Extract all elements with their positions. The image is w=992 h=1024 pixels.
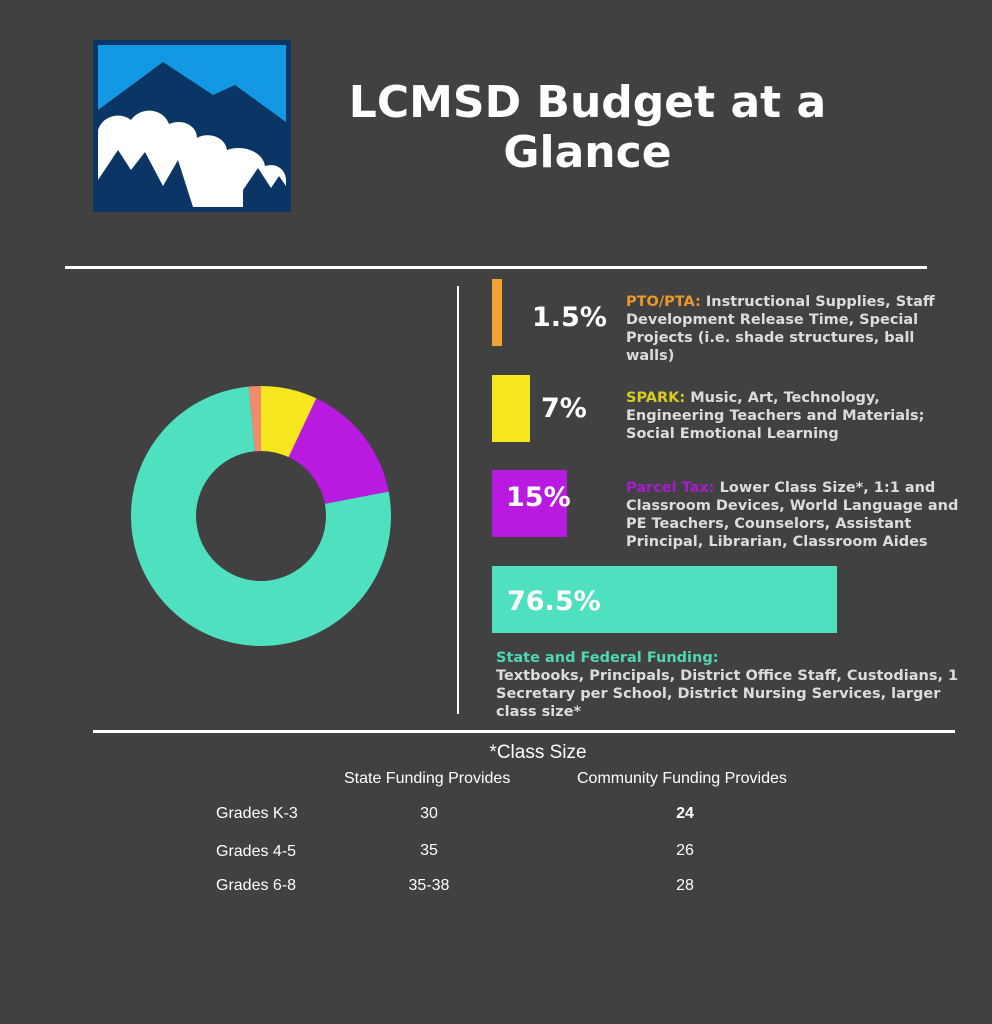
mountain-cloud-logo-icon xyxy=(93,40,291,212)
legend-pto: PTO/PTA: Instructional Supplies, Staff D… xyxy=(626,293,966,365)
row-state-45: 35 xyxy=(420,842,438,859)
slice-parcel-tax xyxy=(288,398,389,504)
row-grade-k3: Grades K-3 xyxy=(216,805,298,822)
value-label-parcel-tax: 15% xyxy=(506,482,571,513)
legend-parcel-tax: Parcel Tax: Lower Class Size*, 1:1 and C… xyxy=(626,479,961,551)
row-community-45: 26 xyxy=(676,842,694,859)
row-community-68: 28 xyxy=(676,877,694,894)
bottom-divider xyxy=(93,730,955,733)
class-size-title: *Class Size xyxy=(489,742,587,763)
bar-pto xyxy=(492,279,502,346)
row-state-k3: 30 xyxy=(420,805,438,822)
column-header-community: Community Funding Provides xyxy=(577,770,787,787)
legend-spark: SPARK: Music, Art, Technology, Engineeri… xyxy=(626,389,971,443)
column-header-state: State Funding Provides xyxy=(344,770,511,787)
bar-state-federal xyxy=(492,566,837,633)
row-community-k3: 24 xyxy=(676,805,694,822)
value-label-spark: 7% xyxy=(541,393,587,424)
row-grade-68: Grades 6-8 xyxy=(216,877,297,894)
bar-parcel-tax xyxy=(492,470,567,537)
legend-text-spark: Music, Art, Technology, Engineering Teac… xyxy=(626,390,925,442)
slice-spark xyxy=(261,386,317,458)
row-state-68: 35-38 xyxy=(408,877,450,894)
legend-label-parcel-tax: Parcel Tax: xyxy=(626,480,715,496)
row-grade-45: Grades 4-5 xyxy=(216,843,297,860)
value-label-state-federal: 76.5% xyxy=(507,586,601,617)
legend-text-pto: Instructional Supplies, Staff Developmen… xyxy=(626,294,935,364)
vertical-divider xyxy=(457,286,459,714)
slice-pto xyxy=(248,386,261,452)
legend-label-spark: SPARK: xyxy=(626,390,686,406)
legend-state-federal: State and Federal Funding: Textbooks, Pri… xyxy=(496,649,966,721)
legend-text-state-federal: Textbooks, Principals, District Office S… xyxy=(496,668,959,720)
legend-label-state-federal: State and Federal Funding: xyxy=(496,650,719,666)
top-divider xyxy=(65,266,927,269)
slice-state-federal xyxy=(131,386,392,646)
title-line-2: Glance xyxy=(503,127,672,178)
legend-label-pto: PTO/PTA: xyxy=(626,294,701,310)
bar-spark xyxy=(492,375,530,442)
value-label-pto: 1.5% xyxy=(532,302,607,333)
page-title: LCMSD Budget at a Glance xyxy=(320,78,855,178)
title-line-1: LCMSD Budget at a xyxy=(348,77,827,128)
donut-chart xyxy=(131,386,392,646)
legend-text-parcel-tax: Lower Class Size*, 1:1 and Classroom Dev… xyxy=(626,480,959,550)
